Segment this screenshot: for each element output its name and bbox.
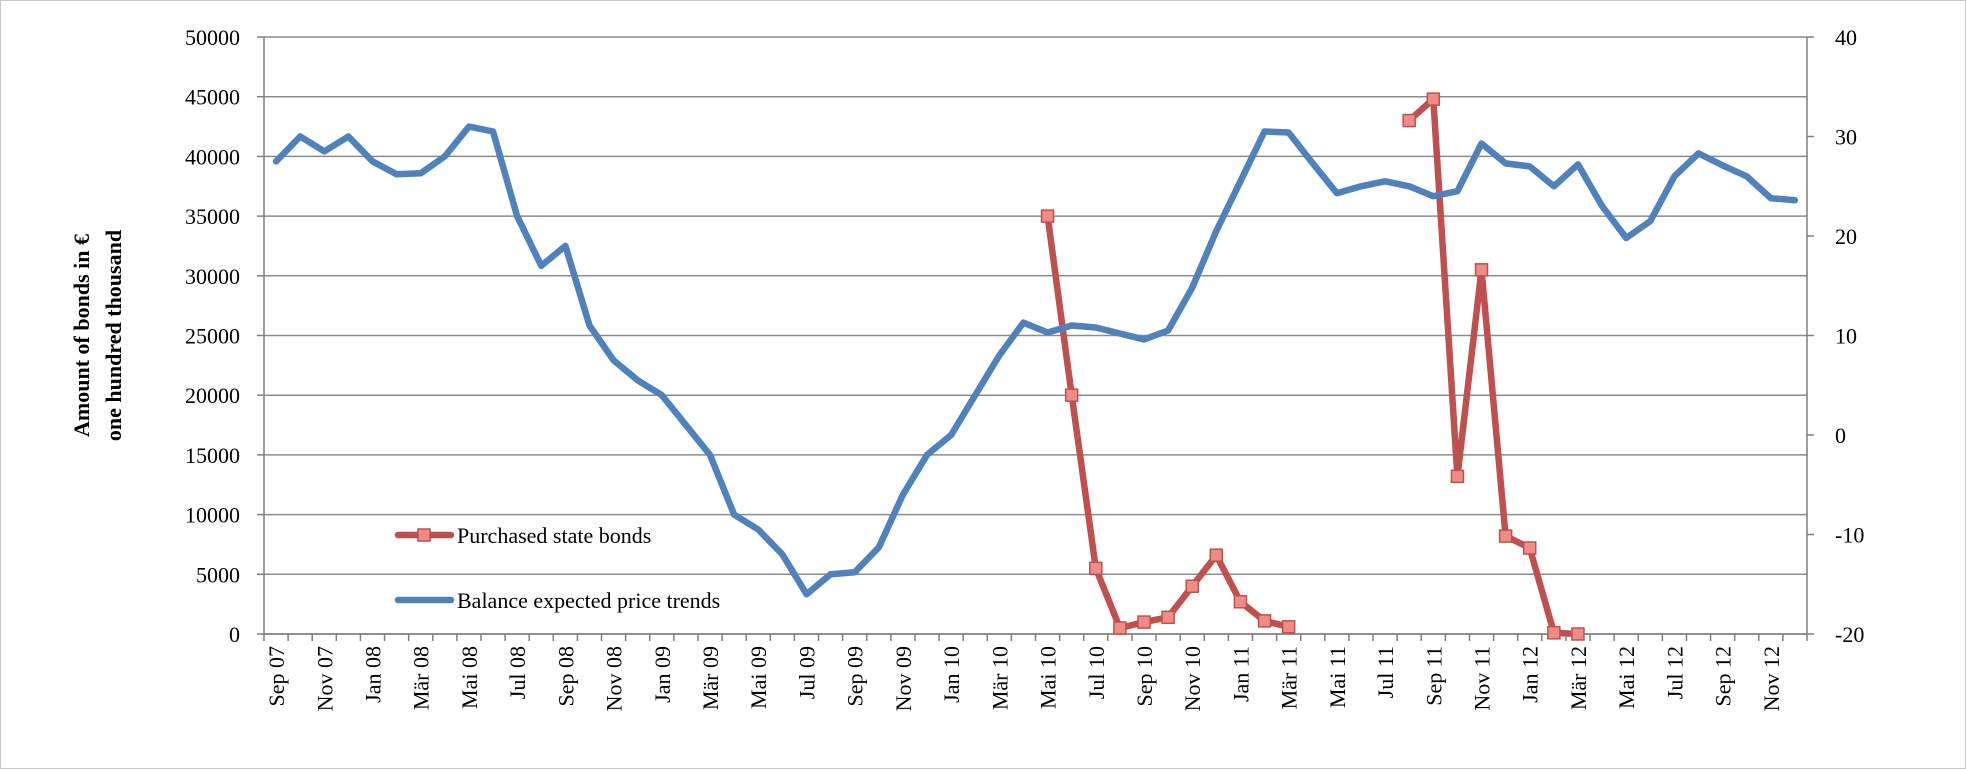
- data-point-marker: [1522, 541, 1537, 555]
- data-point-marker: [1209, 548, 1224, 562]
- data-point-marker: [1161, 610, 1175, 625]
- x-tick-label: Jan 09: [650, 646, 675, 703]
- left-tick-label: 35000: [185, 204, 240, 229]
- left-tick-label: 15000: [185, 443, 240, 468]
- x-tick-label: Nov 12: [1759, 646, 1784, 711]
- x-tick-label: Sep 11: [1421, 646, 1446, 706]
- data-point-marker: [1257, 614, 1272, 628]
- x-tick-label: Sep 09: [843, 646, 868, 707]
- left-tick-label: 50000: [185, 25, 240, 50]
- legend-label: Balance expected price trends: [457, 588, 720, 613]
- x-tick-label: Jul 10: [1084, 646, 1109, 699]
- right-tick-label: 30: [1835, 125, 1857, 150]
- x-tick-label: Sep 08: [553, 646, 578, 707]
- data-point-marker: [1474, 263, 1489, 277]
- x-tick-label: Mai 11: [1325, 646, 1350, 708]
- data-point-marker: [1137, 615, 1151, 629]
- data-point-marker: [1040, 209, 1055, 223]
- x-tick-label: Mär 11: [1277, 646, 1302, 709]
- data-point-marker: [1185, 579, 1199, 593]
- data-point-marker: [1450, 469, 1465, 484]
- x-tick-label: Mär 08: [409, 646, 434, 710]
- data-point-marker: [1571, 627, 1585, 641]
- legend-swatch-marker: [417, 528, 431, 542]
- x-tick-label: Mär 12: [1566, 646, 1591, 710]
- data-point-marker: [1498, 529, 1513, 543]
- x-tick-label: Jul 12: [1662, 646, 1687, 699]
- data-point-marker: [1426, 92, 1441, 106]
- right-tick-label: 40: [1835, 25, 1857, 50]
- x-tick-label: Jan 12: [1518, 646, 1543, 703]
- x-tick-label: Mai 12: [1614, 646, 1639, 709]
- right-tick-label: 10: [1835, 324, 1857, 349]
- x-tick-label: Jan 10: [939, 646, 964, 703]
- left-tick-label: 45000: [185, 85, 240, 110]
- data-point-marker: [1281, 620, 1296, 634]
- left-tick-label: 0: [229, 622, 240, 647]
- x-tick-label: Jul 11: [1373, 646, 1398, 698]
- data-point-marker: [1089, 561, 1103, 576]
- x-tick-label: Nov 11: [1470, 646, 1495, 711]
- x-tick-label: Jan 08: [360, 646, 385, 703]
- right-tick-label: -20: [1835, 622, 1864, 647]
- left-tick-label: 30000: [185, 264, 240, 289]
- left-tick-label: 5000: [196, 562, 240, 587]
- data-point-marker: [1547, 626, 1561, 640]
- x-tick-label: Nov 09: [891, 646, 916, 711]
- left-tick-label: 20000: [185, 383, 240, 408]
- x-tick-label: Jul 09: [794, 646, 819, 699]
- x-tick-label: Mai 09: [746, 646, 771, 709]
- data-point-marker: [1233, 595, 1248, 609]
- x-tick-label: Jan 11: [1228, 646, 1253, 702]
- data-point-marker: [1064, 388, 1079, 402]
- series-line-0: [1405, 95, 1582, 638]
- right-tick-label: -10: [1835, 523, 1864, 548]
- x-tick-label: Sep 12: [1711, 646, 1736, 707]
- right-tick-label: 20: [1835, 224, 1857, 249]
- legend-label: Purchased state bonds: [457, 523, 651, 548]
- left-tick-label: 40000: [185, 144, 240, 169]
- x-tick-label: Nov 08: [602, 646, 627, 711]
- data-point-marker: [1113, 621, 1127, 635]
- x-tick-label: Sep 07: [264, 646, 289, 707]
- data-point-marker: [1402, 113, 1416, 128]
- x-tick-label: Mär 10: [987, 646, 1012, 710]
- left-tick-label: 25000: [185, 324, 240, 349]
- right-tick-label: 0: [1835, 423, 1846, 448]
- x-tick-label: Nov 07: [312, 646, 337, 711]
- x-tick-label: Mai 08: [457, 646, 482, 709]
- x-tick-label: Sep 10: [1132, 646, 1157, 707]
- y-axis-title-line2: one hundred thousand: [101, 230, 126, 441]
- series-line-1: [272, 123, 1799, 598]
- series-line-0: [1044, 212, 1292, 632]
- x-tick-label: Nov 10: [1180, 646, 1205, 711]
- left-tick-label: 10000: [185, 503, 240, 528]
- y-axis-title-line1: Amount of bonds in €: [69, 234, 94, 437]
- x-tick-label: Mär 09: [698, 646, 723, 710]
- x-tick-label: Mai 10: [1036, 646, 1061, 709]
- x-tick-label: Jul 08: [505, 646, 530, 699]
